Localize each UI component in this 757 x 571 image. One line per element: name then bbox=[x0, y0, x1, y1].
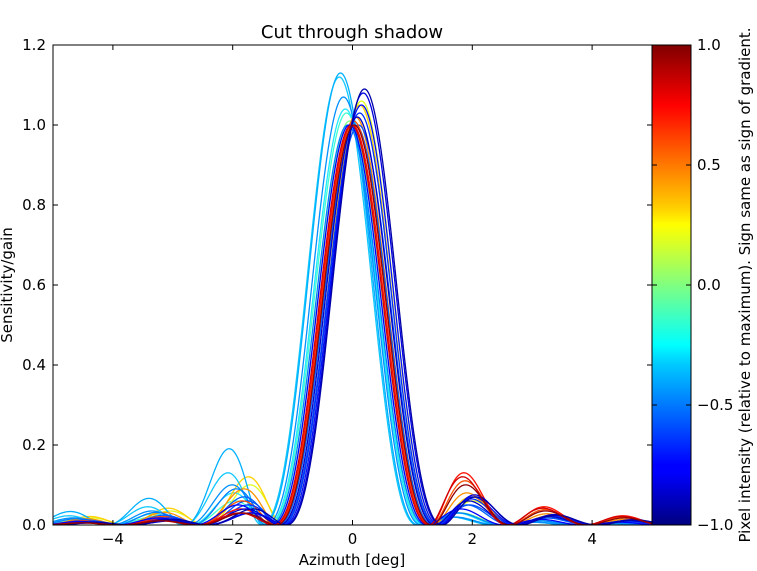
series-line bbox=[53, 120, 652, 525]
x-tick-label: −4 bbox=[102, 530, 124, 548]
colorbar-ticks: −1.0 −0.5 0.0 0.5 1.0 bbox=[652, 36, 733, 534]
series-line bbox=[53, 72, 652, 525]
x-tick-label: −2 bbox=[222, 530, 244, 548]
series-line bbox=[53, 100, 652, 525]
series-line bbox=[53, 104, 652, 525]
series-line bbox=[53, 112, 652, 525]
series-line bbox=[53, 124, 652, 525]
x-axis-label: Azimuth [deg] bbox=[299, 551, 406, 569]
series-line bbox=[53, 124, 652, 525]
y-tick-label: 0.2 bbox=[22, 436, 46, 454]
series-line bbox=[53, 124, 652, 525]
series-line bbox=[53, 88, 652, 525]
series-line bbox=[53, 120, 652, 525]
x-tick-label: 2 bbox=[468, 530, 478, 548]
x-axis-ticks: −4 −2 0 2 4 bbox=[102, 45, 597, 548]
colorbar-label: Pixel intensity (relative to maximum). S… bbox=[736, 27, 754, 542]
series-line bbox=[53, 92, 652, 525]
series-line bbox=[53, 124, 652, 525]
y-tick-label: 0.8 bbox=[22, 196, 46, 214]
chart-title: Cut through shadow bbox=[261, 22, 443, 43]
series-line bbox=[53, 112, 652, 525]
series-line bbox=[53, 124, 652, 525]
series-line bbox=[53, 96, 652, 525]
series-line bbox=[53, 116, 652, 525]
colorbar-tick-label: −1.0 bbox=[697, 516, 733, 534]
series-line bbox=[53, 76, 652, 525]
x-tick-label: 4 bbox=[587, 530, 597, 548]
colorbar-tick-label: −0.5 bbox=[697, 396, 733, 414]
x-tick-label: 0 bbox=[348, 530, 358, 548]
series-line bbox=[53, 124, 652, 525]
series-line bbox=[53, 108, 652, 525]
y-tick-label: 0.4 bbox=[22, 356, 46, 374]
colorbar-tick-label: 0.0 bbox=[697, 276, 721, 294]
colorbar bbox=[651, 44, 692, 526]
series-line bbox=[53, 104, 652, 525]
colorbar-tick-label: 0.5 bbox=[697, 156, 721, 174]
colorbar-tick-label: 1.0 bbox=[697, 36, 721, 54]
y-axis-label: Sensitivity/gain bbox=[0, 227, 16, 343]
y-tick-label: 1.0 bbox=[22, 116, 46, 134]
y-tick-label: 0.0 bbox=[22, 516, 46, 534]
y-tick-label: 0.6 bbox=[22, 276, 46, 294]
series-line bbox=[53, 124, 652, 525]
series-layer bbox=[53, 72, 652, 525]
y-tick-label: 1.2 bbox=[22, 36, 46, 54]
series-line bbox=[53, 116, 652, 525]
y-axis-ticks: 0.0 0.2 0.4 0.6 0.8 1.0 1.2 bbox=[22, 36, 652, 534]
